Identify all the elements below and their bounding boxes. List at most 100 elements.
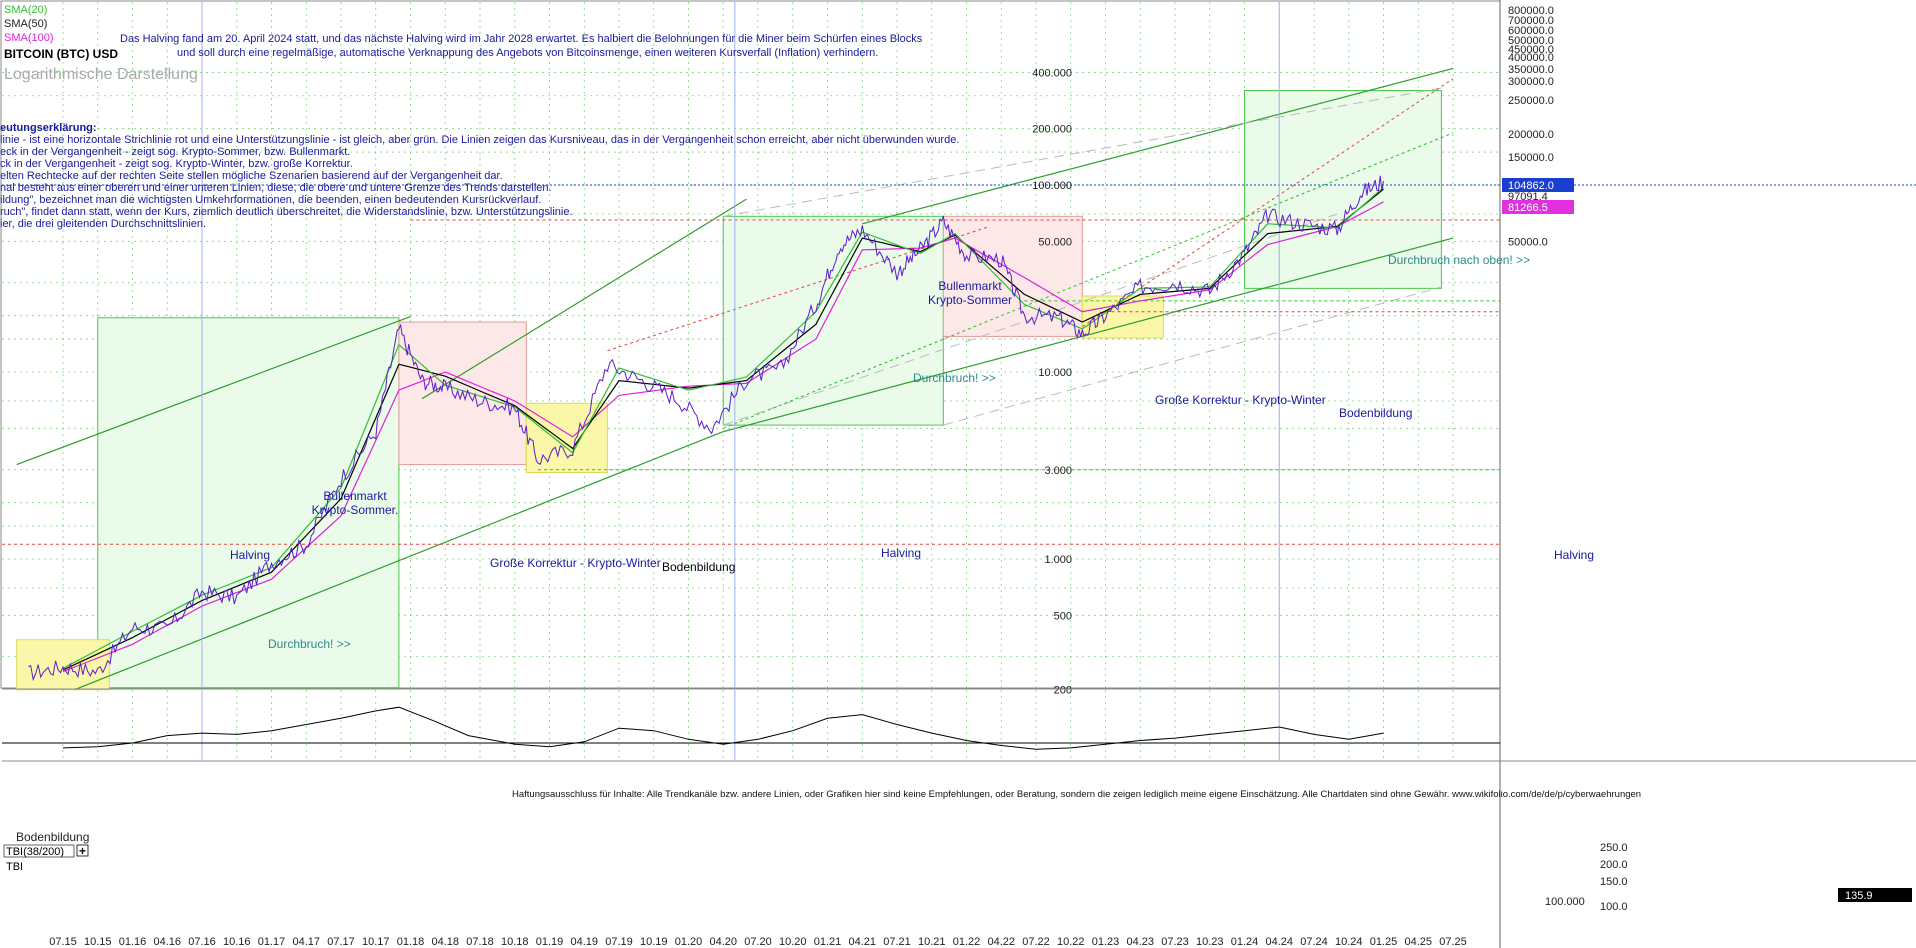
indicator-y-tick: 200.0 <box>1600 859 1628 871</box>
bear-box-2 <box>942 215 1083 337</box>
plus-icon: + <box>79 844 86 858</box>
disclaimer-text: Haftungsausschluss für Inhalte: Alle Tre… <box>512 789 1641 800</box>
explanation-line: linie - ist eine horizontale Strichlinie… <box>0 134 959 146</box>
breakout-label-2: Durchbruch! >> <box>913 371 996 385</box>
x-tick-label: 01.23 <box>1092 936 1120 948</box>
explanation-line: eck in der Vergangenheit - zeigt sog. Kr… <box>0 146 350 158</box>
y-tick-inner-label: 1.000 <box>1044 554 1072 566</box>
y-tick-right-label: 50000.0 <box>1508 236 1548 248</box>
sma-b-badge-bg <box>1502 200 1574 214</box>
bull-box-2 <box>722 215 944 426</box>
x-tick-label: 01.22 <box>953 936 981 948</box>
y-axis-ticks: 400.000 200.000 100.000 50.000 10.000 3.000 1.… <box>1032 5 1574 697</box>
x-tick-label: 07.20 <box>744 936 772 948</box>
y-tick-inner-label: 500 <box>1054 610 1072 622</box>
y-tick-inner-label: 400.000 <box>1032 67 1072 79</box>
halving-note-2: und soll durch eine regelmäßige, automat… <box>177 47 878 59</box>
x-tick-label: 04.24 <box>1265 936 1293 948</box>
x-tick-label: 07.21 <box>883 936 911 948</box>
correction-2-label: Große Korrektur - Krypto-Winter <box>1155 393 1326 407</box>
y-tick-right-label: 800000.0 <box>1508 5 1554 17</box>
halving-label: Halving <box>881 546 921 560</box>
halving-note-1: Das Halving fand am 20. April 2024 statt… <box>120 33 923 45</box>
x-tick-label: 04.20 <box>709 936 737 948</box>
y-tick-inner-label: 100.000 <box>1032 180 1072 192</box>
bottom-label-2: Bodenbildung <box>1339 406 1412 420</box>
explanation-line: ildung", bezeichnet man die wichtigsten … <box>0 194 541 206</box>
x-tick-label: 01.18 <box>397 936 425 948</box>
x-tick-label: 07.15 <box>49 936 77 948</box>
bull-market-2-label: Bullenmarkt <box>938 279 1002 293</box>
last-price-badge: 104862.0 <box>1508 180 1554 192</box>
indicator-name-box <box>3 844 75 858</box>
x-tick-label: 04.25 <box>1404 936 1432 948</box>
x-tick-label: 10.16 <box>223 936 251 948</box>
upper-trend-line-1b <box>421 198 747 400</box>
indicator-name: TBI(38/200) <box>6 846 64 858</box>
x-tick-label: 10.17 <box>362 936 390 948</box>
x-tick-label: 07.18 <box>466 936 494 948</box>
last-price-badge-bg <box>1502 178 1574 192</box>
explanation-line: ier, die drei gleitenden Durchschnittsli… <box>0 218 206 230</box>
x-tick-label: 10.20 <box>779 936 807 948</box>
legend-sma20: SMA(20) <box>4 4 47 16</box>
price-series <box>28 175 1384 682</box>
y-tick-right-label: 600000.0 <box>1508 25 1554 37</box>
breakout-label-1: Durchbruch! >> <box>268 637 351 651</box>
x-tick-label: 04.23 <box>1126 936 1154 948</box>
indicator-value-bg <box>1838 888 1912 902</box>
indicator-y-tick: 100.0 <box>1600 901 1628 913</box>
x-tick-label: 04.22 <box>987 936 1015 948</box>
bottom-box-1 <box>525 402 608 474</box>
grey-channel-upper <box>723 87 1442 217</box>
indicator-value: 135.9 <box>1845 890 1873 902</box>
y-tick-right-label: 250000.0 <box>1508 95 1554 107</box>
x-tick-label: 01.19 <box>536 936 564 948</box>
chart-title: BITCOIN (BTC) USD <box>4 47 118 61</box>
indicator-short-name: TBI <box>6 861 23 873</box>
upper-trend-line-1 <box>16 315 411 466</box>
price-line <box>28 175 1384 682</box>
explanation-line: ruch", findet dann statt, wenn der Kurs,… <box>0 206 573 218</box>
resistance-diagonal-1 <box>607 226 990 352</box>
y-tick-inner-label: 200.000 <box>1032 124 1072 136</box>
lower-trend-line <box>74 431 724 691</box>
x-tick-label: 01.24 <box>1231 936 1259 948</box>
explanation-line: elten Rechtecke auf der rechten Seite st… <box>0 170 503 182</box>
halving-label: Halving <box>230 548 270 562</box>
bottom-label-1: Bodenbildung <box>662 560 735 574</box>
x-tick-label: 04.19 <box>570 936 598 948</box>
y-tick-right-label: 700000.0 <box>1508 15 1554 27</box>
x-tick-label: 01.16 <box>119 936 147 948</box>
x-tick-label: 01.25 <box>1370 936 1398 948</box>
bull-market-2-label: Krypto-Sommer <box>928 293 1012 307</box>
indicator-y-tick: 250.0 <box>1600 842 1628 854</box>
chart-annotations: SMA(20) SMA(50) SMA(100) BITCOIN (BTC) USD L… <box>0 4 1641 844</box>
x-tick-label: 10.18 <box>501 936 529 948</box>
x-tick-label: 07.25 <box>1439 936 1467 948</box>
x-tick-label: 07.24 <box>1300 936 1328 948</box>
y-tick-inner-label: 50.000 <box>1038 236 1072 248</box>
y-tick-right-label: 400000.0 <box>1508 52 1554 64</box>
chart-subtitle: Logarithmische Darstellung <box>4 66 198 83</box>
explanation-line: ck in der Vergangenheit - zeigt sog. Kry… <box>0 158 353 170</box>
grey-channel-lower <box>943 286 1442 426</box>
x-axis-ticks: 07.15 10.15 01.16 04.16 07.16 10.16 01.17 04.17… <box>49 936 1467 948</box>
legend-sma100: SMA(100) <box>4 32 54 44</box>
trend-lines <box>2 2 1916 760</box>
resistance-diagonal-2 <box>1082 78 1454 327</box>
explanation-line: nal besteht aus einer oberen und einer u… <box>0 182 552 194</box>
sma100-line <box>62 201 1384 673</box>
x-tick-label: 04.18 <box>431 936 459 948</box>
x-tick-label: 10.22 <box>1057 936 1085 948</box>
bull-box-3 <box>1244 90 1442 289</box>
tbi-line <box>62 706 1384 750</box>
y-tick-inner-label: 3.000 <box>1044 465 1072 477</box>
y-tick-right-label: 150000.0 <box>1508 152 1554 164</box>
x-tick-label: 10.24 <box>1335 936 1363 948</box>
y-tick-right-label: 500000.0 <box>1508 35 1554 47</box>
indicator-level-label: 100.000 <box>1545 896 1585 908</box>
support-diagonal <box>723 132 1454 429</box>
bottom-label-0: Bodenbildung <box>16 830 89 844</box>
tbi-indicator-pane: TBI(38/200) + TBI 100.000 250.0 200.0 150.0 100… <box>2 688 1916 913</box>
